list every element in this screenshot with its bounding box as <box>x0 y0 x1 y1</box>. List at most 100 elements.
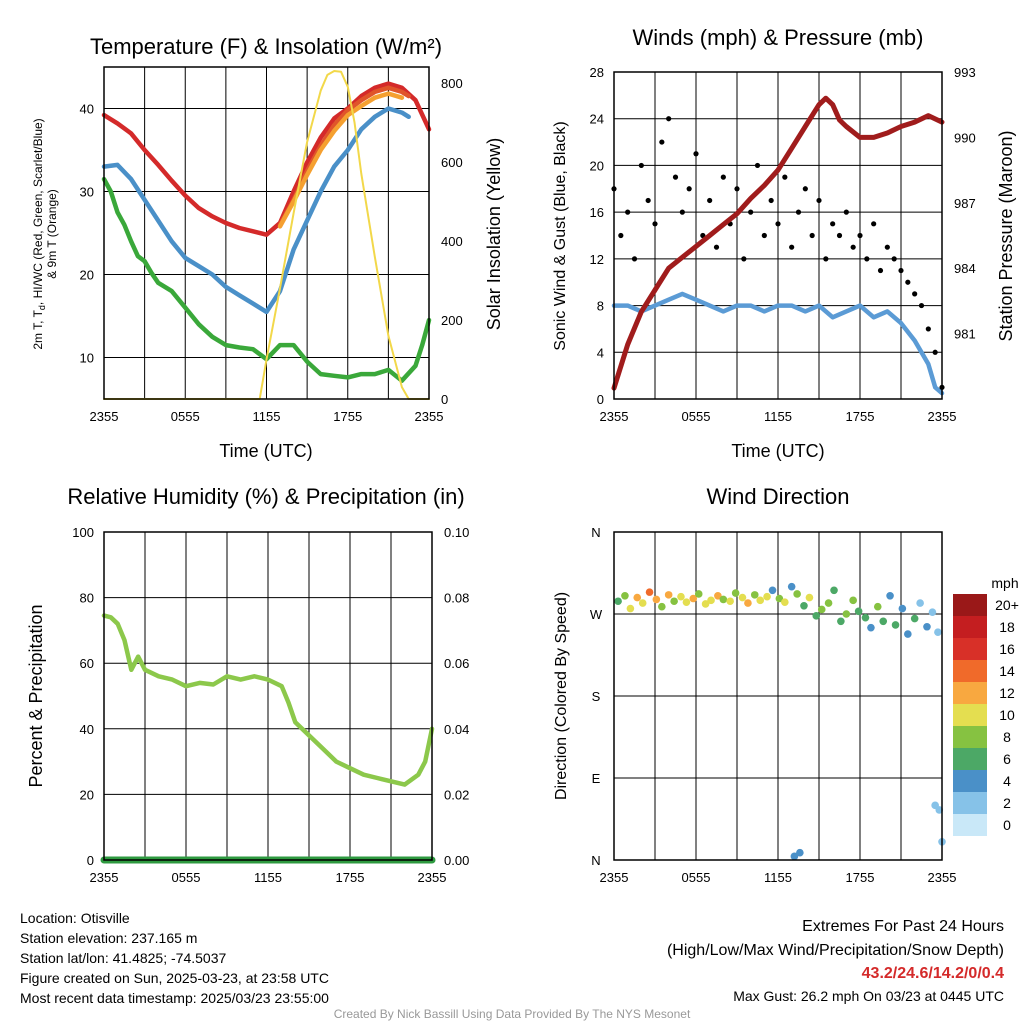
gust-point <box>905 279 911 285</box>
direction-point <box>689 594 698 603</box>
colorbar-label: 4 <box>1003 773 1011 789</box>
temperature-ylabel-left-part-3: , HI/WC (Red, Green, Scarlet/Blue) <box>31 118 45 305</box>
x-tick-label: 1755 <box>846 409 875 424</box>
rh-line <box>101 613 435 787</box>
temperature-title: Temperature (F) & Insolation (W/m²) <box>90 34 442 59</box>
colorbar-label: 0 <box>1003 817 1011 833</box>
y-tick-label: 40 <box>80 722 94 737</box>
y-tick-label: S <box>592 689 601 704</box>
direction-point <box>824 599 833 607</box>
direction-point <box>923 622 931 631</box>
y-tick-label: 100 <box>72 525 94 540</box>
gust-point <box>741 256 747 262</box>
y-tick-label: 20 <box>80 787 94 802</box>
x-tick-label: 0555 <box>171 409 200 424</box>
direction-point <box>707 596 715 605</box>
x-tick-label: 2355 <box>600 870 629 885</box>
direction-point <box>768 586 777 595</box>
colorbar-swatch <box>953 726 987 748</box>
y-tick-label: 60 <box>80 656 94 671</box>
gust-point <box>857 232 863 239</box>
direction-plot-frame <box>613 531 943 861</box>
colorbar-swatch <box>953 814 987 836</box>
y2-tick-label: 0.10 <box>444 525 469 540</box>
direction-point <box>626 604 635 613</box>
info-latlon: Station lat/lon: 41.4825; -74.5037 <box>20 950 227 966</box>
y-tick-label: 80 <box>80 591 94 606</box>
y2-tick-label: 984 <box>954 261 976 276</box>
gust-point <box>830 221 836 227</box>
x-tick-label: 2355 <box>90 409 119 424</box>
gust-point <box>625 209 631 215</box>
winds-plot-frame <box>613 71 943 400</box>
direction-point <box>904 630 912 638</box>
temperature-xlabel: Time (UTC) <box>219 441 312 461</box>
temperature-plot-frame <box>103 66 430 400</box>
direction-point <box>935 806 944 814</box>
humidity-ylabel-left: Percent & Precipitation <box>26 604 46 787</box>
y2-tick-label: 0.04 <box>444 722 469 737</box>
y-tick-label: 0 <box>87 853 94 868</box>
colorbar-label: 10 <box>999 707 1015 723</box>
colorbar-label: 18 <box>999 619 1015 635</box>
y2-tick-label: 800 <box>441 76 463 91</box>
y2-tick-label: 987 <box>954 196 976 211</box>
direction-point <box>842 610 851 618</box>
direction-point <box>873 602 882 611</box>
dewpoint-line <box>101 176 432 383</box>
info-elevation: Station elevation: 237.165 m <box>20 930 198 946</box>
y-tick-label: 16 <box>590 205 604 220</box>
x-tick-label: 1755 <box>336 870 365 885</box>
winds-ylabel-right: Station Pressure (Maroon) <box>996 130 1016 341</box>
y2-tick-label: 0.06 <box>444 656 469 671</box>
direction-point <box>726 597 734 606</box>
colorbar-swatch <box>953 748 987 770</box>
y2-tick-label: 990 <box>954 130 976 145</box>
direction-point <box>714 591 722 600</box>
direction-point <box>800 602 808 610</box>
gust-point <box>748 209 754 215</box>
y-tick-label: E <box>592 771 601 786</box>
gust-point <box>720 174 726 180</box>
extremes-values: 43.2/24.6/14.2/0/0.4 <box>861 965 1004 982</box>
gust-point <box>659 139 665 145</box>
gust-point <box>652 221 658 227</box>
winds-ylabel-left: Sonic Wind & Gust (Blue, Black) <box>552 121 569 350</box>
pressure-line <box>611 95 945 391</box>
gust-point <box>843 209 849 215</box>
gust-point <box>645 197 651 204</box>
x-tick-label: 2355 <box>415 409 444 424</box>
extremes-max-gust: Max Gust: 26.2 mph On 03/23 at 0445 UTC <box>733 988 1004 1004</box>
direction-point <box>805 593 814 602</box>
wind-line <box>611 291 945 396</box>
direction-point <box>793 590 801 598</box>
gust-point <box>638 162 644 169</box>
direction-point <box>891 621 900 629</box>
temp9m-line <box>277 91 405 229</box>
gust-point <box>816 197 822 204</box>
x-tick-label: 1755 <box>333 409 362 424</box>
direction-point <box>837 617 845 626</box>
winds-tick-labels: 2355 0555 1155 1755 2355 0 4 8 12 16 20 24 28 981 984 9… <box>590 65 976 424</box>
y-tick-label: 40 <box>80 102 94 117</box>
winds-grid <box>614 72 942 399</box>
x-tick-label: 2355 <box>928 409 957 424</box>
gust-point <box>754 162 761 169</box>
gust-point <box>836 232 843 239</box>
colorbar-label: 6 <box>1003 751 1011 767</box>
direction-point <box>645 588 654 596</box>
x-tick-label: 1155 <box>254 870 282 885</box>
gust-point <box>789 244 795 250</box>
x-tick-label: 1755 <box>846 870 875 885</box>
y2-tick-label: 0.00 <box>444 853 469 868</box>
direction-point <box>701 600 710 608</box>
direction-point <box>898 604 907 613</box>
direction-point <box>817 605 826 614</box>
x-tick-label: 2355 <box>418 870 447 885</box>
direction-point <box>694 590 703 598</box>
gust-point <box>761 232 767 239</box>
x-tick-label: 1155 <box>253 409 281 424</box>
credit-line: Created By Nick Bassill Using Data Provi… <box>333 1007 691 1021</box>
humidity-plot-frame <box>103 531 433 861</box>
direction-point <box>682 598 691 606</box>
